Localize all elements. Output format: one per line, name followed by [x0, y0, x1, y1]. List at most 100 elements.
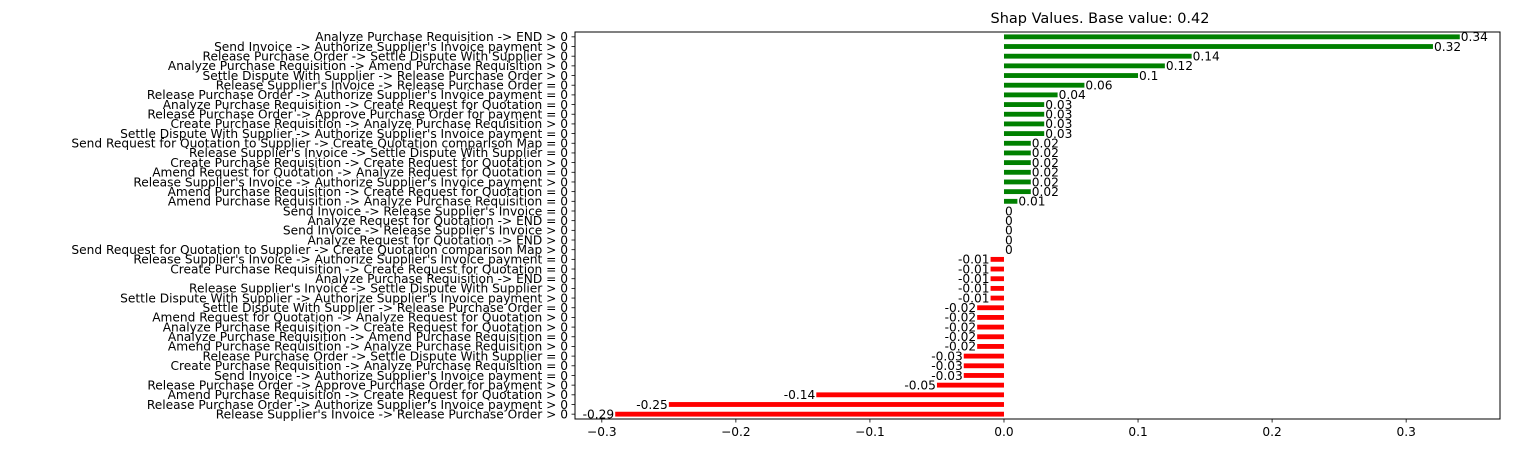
y-tick-label-3: Analyze Purchase Requisition -> Amend Pu…	[168, 59, 568, 73]
y-tick-label-35: Send Invoice -> Authorize Supplier's Inv…	[214, 369, 568, 383]
y-tick-label-34: Create Purchase Requisition -> Analyze P…	[171, 359, 568, 373]
y-tick-label-22: Send Request for Quotation to Supplier -…	[71, 243, 568, 257]
y-tick-label-38: Release Purchase Order -> Authorize Supp…	[147, 398, 568, 412]
y-tick-label-20: Send Invoice -> Release Supplier's Invoi…	[283, 224, 568, 238]
bar-38	[668, 402, 1004, 407]
value-label-8: 0.03	[1045, 108, 1072, 122]
y-tick-label-8: Release Purchase Order -> Approve Purcha…	[147, 108, 568, 122]
value-label-37: -0.14	[784, 388, 816, 402]
bar-36	[936, 382, 1004, 388]
value-label-14: 0.02	[1032, 166, 1059, 180]
bar-0	[1003, 34, 1460, 40]
value-label-33: -0.03	[931, 349, 963, 363]
bar-12	[1003, 150, 1031, 156]
bar-9	[1003, 121, 1045, 127]
value-label-31: -0.02	[945, 330, 977, 344]
value-label-32: -0.02	[945, 340, 977, 354]
value-label-4: 0.1	[1139, 69, 1158, 83]
value-label-36: -0.05	[904, 378, 936, 392]
y-tick-label-6: Release Purchase Order -> Authorize Supp…	[147, 88, 568, 102]
y-tick-label-18: Send Invoice -> Release Supplier's Invoi…	[283, 204, 568, 218]
bar-30	[977, 324, 1004, 330]
bar-6	[1003, 92, 1058, 98]
bar-27	[990, 295, 1004, 301]
y-tick-label-19: Analyze Request for Quotation -> END = 0	[307, 214, 568, 228]
bar-24	[990, 266, 1004, 272]
bar-17	[1003, 198, 1018, 204]
bar-33	[963, 353, 1004, 359]
bar-35	[963, 373, 1004, 378]
value-label-38: -0.25	[636, 398, 668, 412]
y-tick-label-12: Release Supplier's Invoice -> Settle Dis…	[189, 146, 568, 160]
value-label-1: 0.32	[1434, 40, 1461, 54]
value-label-35: -0.03	[931, 369, 963, 383]
value-label-28: -0.02	[945, 301, 977, 315]
value-label-17: 0.01	[1018, 195, 1045, 209]
bar-13	[1003, 160, 1031, 166]
value-label-2: 0.14	[1193, 49, 1220, 63]
y-tick-label-25: Analyze Purchase Requisition -> END = 0	[315, 272, 568, 286]
x-tick-label-6: 0.3	[1396, 425, 1415, 439]
value-label-19: 0	[1005, 214, 1013, 228]
bar-28	[977, 305, 1004, 311]
bars-group	[615, 34, 1460, 417]
bar-8	[1003, 111, 1045, 117]
y-tick-label-7: Analyze Purchase Requisition -> Create R…	[163, 98, 568, 112]
value-label-18: 0	[1005, 204, 1013, 218]
value-label-6: 0.04	[1059, 88, 1086, 102]
bar-23	[990, 256, 1004, 262]
y-tick-label-26: Release Supplier's Invoice -> Settle Dis…	[189, 282, 568, 296]
value-label-5: 0.06	[1085, 79, 1112, 93]
value-label-29: -0.02	[945, 311, 977, 325]
y-tick-label-14: Amend Request for Quotation -> Analyze R…	[152, 166, 568, 180]
bar-26	[990, 285, 1004, 291]
y-tick-label-4: Settle Dispute With Supplier -> Release …	[203, 69, 568, 83]
x-tick-label-1: −0.2	[721, 425, 751, 439]
value-label-21: 0	[1005, 233, 1013, 247]
value-label-7: 0.03	[1045, 98, 1072, 112]
value-label-0: 0.34	[1461, 30, 1488, 44]
value-label-25: -0.01	[958, 272, 990, 286]
y-tick-label-29: Amend Request for Quotation -> Analyze R…	[152, 311, 568, 325]
y-tick-label-28: Settle Dispute With Supplier -> Release …	[203, 301, 568, 315]
value-label-3: 0.12	[1166, 59, 1193, 73]
bar-1	[1003, 44, 1433, 49]
y-tick-label-1: Send Invoice -> Authorize Supplier's Inv…	[214, 40, 568, 54]
value-label-39: -0.29	[583, 407, 615, 421]
y-tick-label-0: Analyze Purchase Requisition -> END > 0	[315, 30, 568, 44]
bar-10	[1003, 131, 1045, 137]
x-tick-label-4: 0.1	[1128, 425, 1147, 439]
bar-4	[1003, 73, 1139, 78]
plot-frame	[574, 31, 1501, 420]
value-label-9: 0.03	[1045, 117, 1072, 131]
x-tick-label-3: 0.0	[994, 425, 1013, 439]
y-tick-label-33: Release Purchase Order -> Settle Dispute…	[203, 349, 568, 363]
y-tick-label-17: Amend Purchase Requisition -> Analyze Pu…	[168, 195, 568, 209]
y-tick-label-2: Release Purchase Order -> Settle Dispute…	[203, 49, 568, 63]
bar-2	[1003, 53, 1192, 59]
y-tick-label-21: Analyze Request for Quotation -> END > 0	[307, 233, 568, 247]
y-tick-labels: Analyze Purchase Requisition -> END > 0S…	[71, 30, 575, 421]
y-tick-label-15: Release Supplier's Invoice -> Authorize …	[133, 175, 568, 189]
value-label-11: 0.02	[1032, 137, 1059, 151]
y-tick-label-31: Analyze Purchase Requisition -> Amend Pu…	[168, 330, 568, 344]
y-tick-label-27: Settle Dispute With Supplier -> Authoriz…	[120, 291, 568, 305]
x-tick-label-2: −0.1	[855, 425, 885, 439]
value-label-10: 0.03	[1045, 127, 1072, 141]
y-tick-label-36: Release Purchase Order -> Approve Purcha…	[147, 378, 568, 392]
value-label-34: -0.03	[931, 359, 963, 373]
value-label-27: -0.01	[958, 291, 990, 305]
value-label-12: 0.02	[1032, 146, 1059, 160]
bar-31	[977, 334, 1004, 340]
x-tick-label-5: 0.2	[1262, 425, 1281, 439]
bar-5	[1003, 82, 1085, 88]
value-label-20: 0	[1005, 224, 1013, 238]
value-label-26: -0.01	[958, 282, 990, 296]
y-tick-label-11: Send Request for Quotation to Supplier -…	[71, 137, 568, 151]
y-tick-label-16: Amend Purchase Requisition -> Create Req…	[168, 185, 568, 199]
bar-32	[977, 344, 1004, 349]
chart-title: Shap Values. Base value: 0.42	[991, 11, 1210, 27]
y-tick-label-9: Create Purchase Requisition -> Analyze P…	[171, 117, 568, 131]
y-tick-label-10: Settle Dispute With Supplier -> Authoriz…	[120, 127, 568, 141]
